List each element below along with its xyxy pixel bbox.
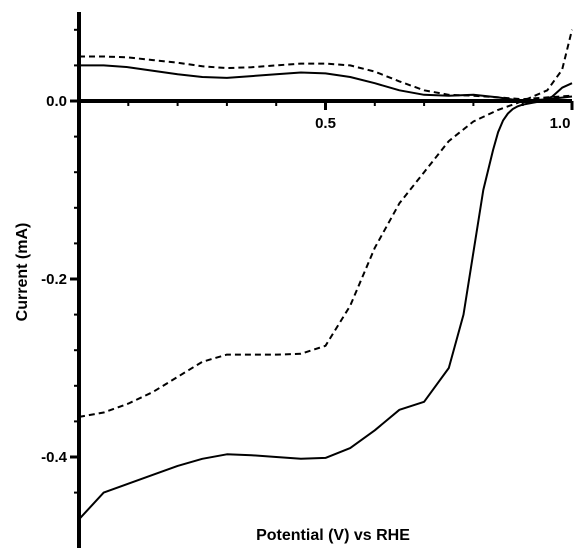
series-2-dashed-line: [78, 29, 573, 418]
y-tick-label: -0.4: [41, 449, 68, 466]
series-4-dashed-line: [79, 55, 573, 101]
x-tick-label: 0.5: [315, 115, 336, 132]
ticks-layer: 0.0 -0.2 -0.4 0.5 1.0: [41, 28, 574, 494]
y-axis-title: Current (mA): [14, 223, 31, 322]
x-tick-label: 1.0: [550, 115, 571, 132]
y-tick-label: 0.0: [46, 93, 67, 110]
x-axis-title: Potential (V) vs RHE: [256, 527, 410, 544]
y-tick-label: -0.2: [41, 271, 67, 288]
series-3-solid-line: [79, 64, 573, 102]
series-1-solid-line: [78, 82, 573, 520]
